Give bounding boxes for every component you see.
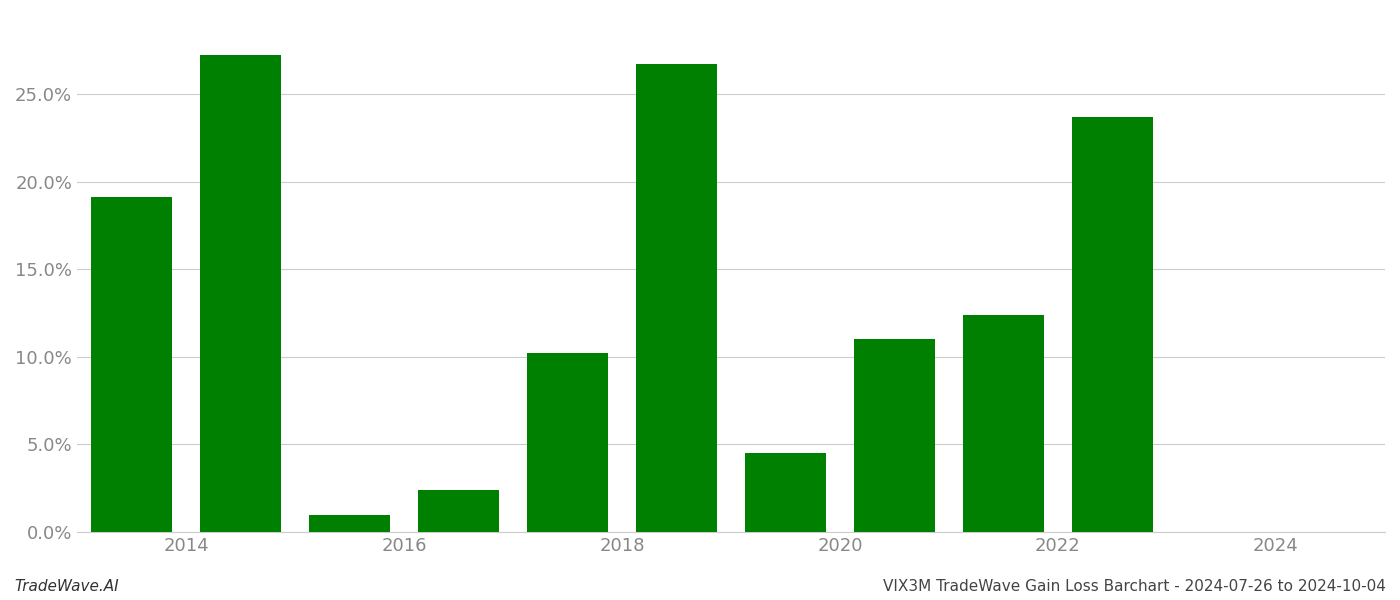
Text: TradeWave.AI: TradeWave.AI xyxy=(14,579,119,594)
Bar xyxy=(526,353,609,532)
Bar xyxy=(854,340,935,532)
Bar xyxy=(636,64,717,532)
Bar xyxy=(963,315,1044,532)
Text: VIX3M TradeWave Gain Loss Barchart - 2024-07-26 to 2024-10-04: VIX3M TradeWave Gain Loss Barchart - 202… xyxy=(883,579,1386,594)
Bar xyxy=(308,515,391,532)
Bar xyxy=(745,453,826,532)
Bar xyxy=(200,55,281,532)
Bar xyxy=(91,197,172,532)
Bar xyxy=(417,490,500,532)
Bar xyxy=(1071,116,1154,532)
